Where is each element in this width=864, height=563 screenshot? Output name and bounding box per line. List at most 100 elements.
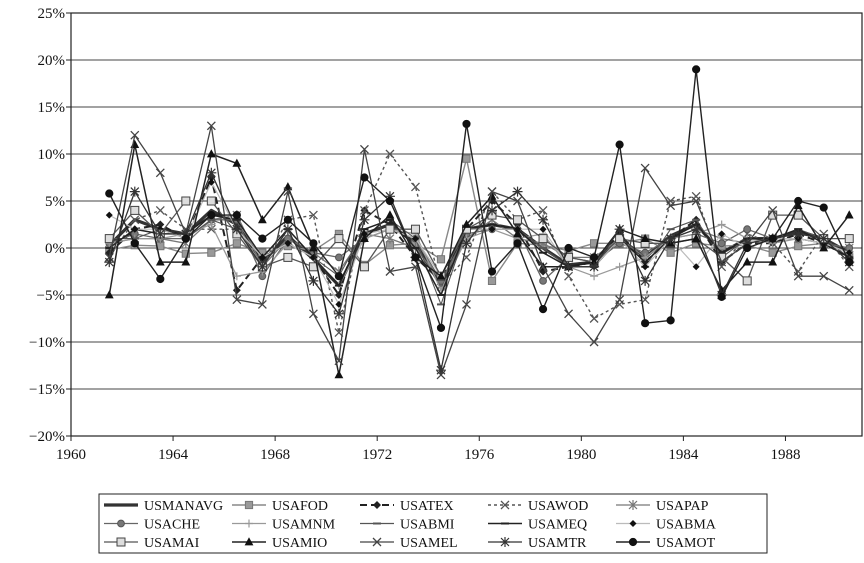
data-point-usawod — [308, 210, 318, 220]
legend-marker-usamtr — [500, 537, 510, 547]
data-point-usamel — [257, 299, 267, 309]
data-point-usafod — [487, 276, 497, 285]
data-point-usamel — [232, 295, 242, 305]
data-point-usamio — [819, 243, 829, 252]
data-point-usamot — [513, 239, 522, 248]
data-point-usamio — [104, 290, 114, 299]
x-tick-label: 1972 — [362, 447, 392, 463]
data-point-usamio — [487, 191, 497, 200]
data-point-usache — [539, 277, 547, 285]
data-point-usamnm — [717, 220, 726, 229]
data-point-usamel — [691, 196, 701, 206]
data-point-usamio — [640, 233, 650, 242]
data-point-usamnm — [641, 253, 650, 262]
data-point-usamot — [615, 140, 624, 149]
legend-item-usapap: USAPAP — [616, 499, 709, 514]
data-point-usamot — [564, 243, 573, 253]
x-tick-label: 1988 — [770, 447, 800, 463]
data-point-usabma — [207, 178, 215, 186]
data-point-usawod — [411, 182, 420, 192]
data-point-usamot — [207, 211, 216, 220]
legend-marker-usamel — [372, 537, 382, 547]
series-line-usamtr — [108, 172, 850, 371]
data-point-usafod — [207, 248, 216, 257]
data-point-usamio — [181, 257, 191, 266]
data-point-usafod — [462, 154, 471, 163]
data-point-usamot — [819, 203, 828, 212]
legend-label-usatex: USATEX — [400, 499, 454, 514]
legend-item-usameq: USAMEQ — [488, 518, 587, 533]
legend-item-usamot: USAMOT — [616, 536, 716, 551]
data-point-usatex — [334, 291, 343, 299]
data-point-usamio — [360, 233, 369, 242]
x-tick-label: 1968 — [260, 447, 290, 463]
legend-item-usamai: USAMAI — [104, 536, 200, 551]
data-point-usamtr — [538, 214, 549, 225]
data-point-usamel — [206, 121, 216, 131]
y-tick-label: −20% — [29, 429, 65, 445]
data-point-usabma — [258, 253, 266, 261]
data-point-usamtr — [384, 191, 395, 202]
legend-label-usamel: USAMEL — [400, 536, 458, 551]
data-point-usamot — [334, 272, 344, 281]
data-point-usamot — [105, 189, 114, 198]
legend-marker-usawod — [500, 500, 510, 510]
data-point-usamot — [462, 119, 471, 129]
data-point-usamio — [385, 210, 395, 219]
legend-marker-usamai — [116, 537, 126, 547]
data-point-usamel — [155, 168, 165, 178]
data-point-usamot — [692, 65, 701, 74]
data-point-usabma — [692, 263, 700, 271]
data-point-usamio — [334, 370, 344, 379]
data-point-usamnm — [615, 262, 624, 271]
series-line-usafod — [109, 157, 850, 282]
x-tick-label: 1980 — [566, 447, 596, 463]
y-tick-label: −10% — [29, 335, 65, 351]
data-point-usamtr — [665, 233, 676, 244]
series-line-usamio — [108, 143, 850, 376]
data-point-usamtr — [589, 261, 600, 272]
data-point-usamtr — [282, 224, 293, 235]
data-point-usamnm — [207, 220, 216, 229]
legend-label-usabma: USABMA — [656, 518, 717, 533]
data-point-usamel — [462, 299, 471, 309]
legend-item-usatex: USATEX — [360, 499, 454, 514]
data-point-usamai — [181, 196, 191, 206]
data-point-usamio — [462, 219, 471, 228]
data-point-usamnm — [590, 272, 599, 281]
legend-marker-usamot — [628, 537, 638, 547]
data-point-usamel — [793, 271, 803, 281]
data-point-usabma — [488, 225, 496, 233]
legend-label-usamio: USAMIO — [272, 536, 327, 551]
data-point-usamai — [283, 252, 293, 262]
data-point-usamtr — [435, 365, 446, 376]
data-point-usamai — [359, 262, 369, 272]
data-point-usamtr — [129, 186, 140, 197]
y-tick-label: 5% — [45, 194, 65, 210]
data-point-usamtr — [359, 214, 370, 225]
legend-label-usamot: USAMOT — [656, 536, 716, 551]
data-point-usamnm — [232, 272, 241, 281]
data-point-usamio — [844, 210, 854, 219]
data-point-usatex — [156, 220, 165, 229]
data-point-usamot — [666, 316, 675, 325]
legend-label-usamtr: USAMTR — [528, 536, 587, 551]
x-tick-label: 1976 — [464, 447, 495, 463]
data-point-usamel — [564, 309, 574, 319]
data-point-usamel — [513, 196, 522, 206]
legend-item-usamtr: USAMTR — [488, 536, 587, 551]
data-point-usamtr — [614, 224, 625, 235]
data-point-usamot — [768, 234, 777, 243]
legend-label-usamai: USAMAI — [144, 536, 200, 551]
data-point-usamtr — [563, 261, 574, 272]
data-point-usamtr — [104, 257, 115, 268]
data-point-usamio — [206, 149, 216, 158]
legend-label-usache: USACHE — [144, 518, 200, 533]
legend-item-usmanavg: USMANAVG — [104, 499, 223, 514]
series-usamel — [104, 121, 854, 380]
data-point-usawod — [538, 205, 548, 215]
legend-label-usmanavg: USMANAVG — [144, 499, 223, 514]
data-point-usamot — [283, 215, 292, 224]
legend-item-usamio: USAMIO — [232, 536, 327, 551]
